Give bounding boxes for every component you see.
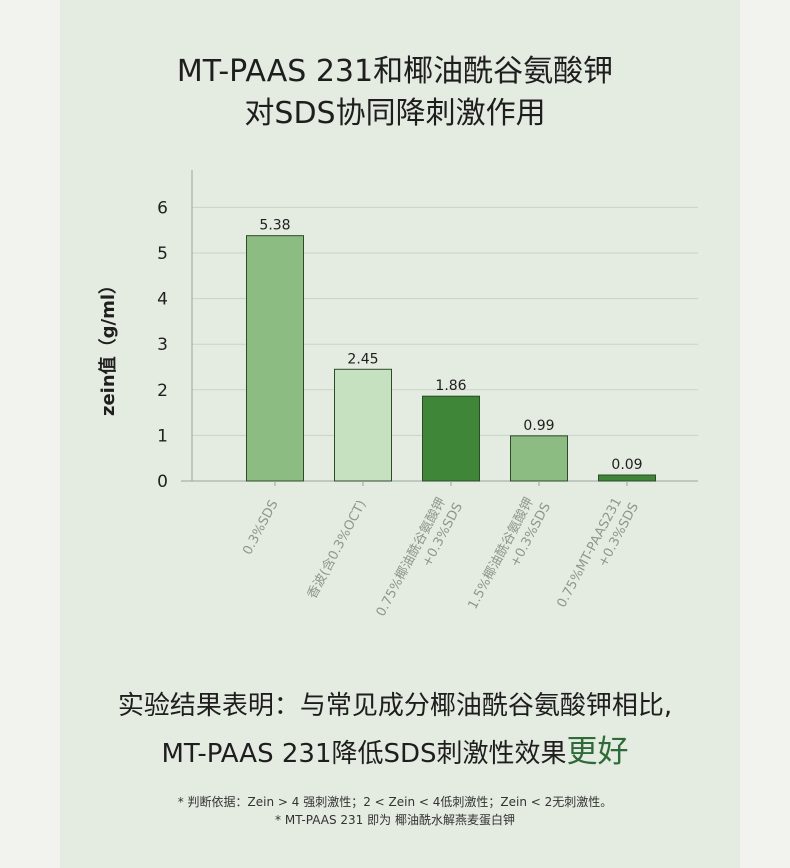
data-label: 2.45 — [347, 351, 378, 367]
chart-title-line1: MT-PAAS 231和椰油酰谷氨酸钾 — [176, 54, 614, 89]
x-category-label: 0.3%SDS — [240, 498, 281, 558]
data-label: 1.86 — [435, 378, 466, 394]
y-tick-label: 0 — [157, 472, 168, 492]
bar — [246, 235, 304, 482]
y-tick-label: 4 — [157, 290, 168, 310]
y-tick-label: 6 — [157, 198, 168, 218]
chart-title-line2: 对SDS协同降刺激作用 — [244, 96, 546, 131]
y-tick-label: 2 — [157, 381, 168, 401]
conclusion-text: MT-PAAS 231降低SDS刺激性效果 — [161, 739, 567, 769]
y-tick-label: 3 — [157, 335, 168, 355]
bar — [334, 368, 392, 482]
conclusion-line2: MT-PAAS 231降低SDS刺激性效果更好 — [0, 734, 790, 772]
bar — [598, 474, 656, 482]
conclusion-line1: 实验结果表明：与常见成分椰油酰谷氨酸钾相比, — [117, 691, 673, 721]
y-axis-label: zein值（g/ml） — [97, 276, 119, 416]
x-category-label: 香波(含0.3%OCT) — [304, 497, 369, 601]
bar — [422, 395, 480, 482]
y-tick-label: 1 — [157, 426, 168, 446]
footnote-criteria: * 判断依据：Zein > 4 强刺激性；2 < Zein < 4低刺激性；Ze… — [177, 795, 613, 809]
y-tick-label: 5 — [157, 244, 168, 264]
footnote-definition: * MT-PAAS 231 即为 椰油酰水解燕麦蛋白钾 — [275, 813, 515, 827]
bar — [510, 435, 568, 482]
content-panel — [60, 0, 740, 868]
conclusion-highlight: 更好 — [566, 734, 629, 770]
data-label: 0.99 — [523, 418, 554, 434]
data-label: 5.38 — [259, 218, 290, 234]
data-label: 0.09 — [611, 457, 642, 473]
